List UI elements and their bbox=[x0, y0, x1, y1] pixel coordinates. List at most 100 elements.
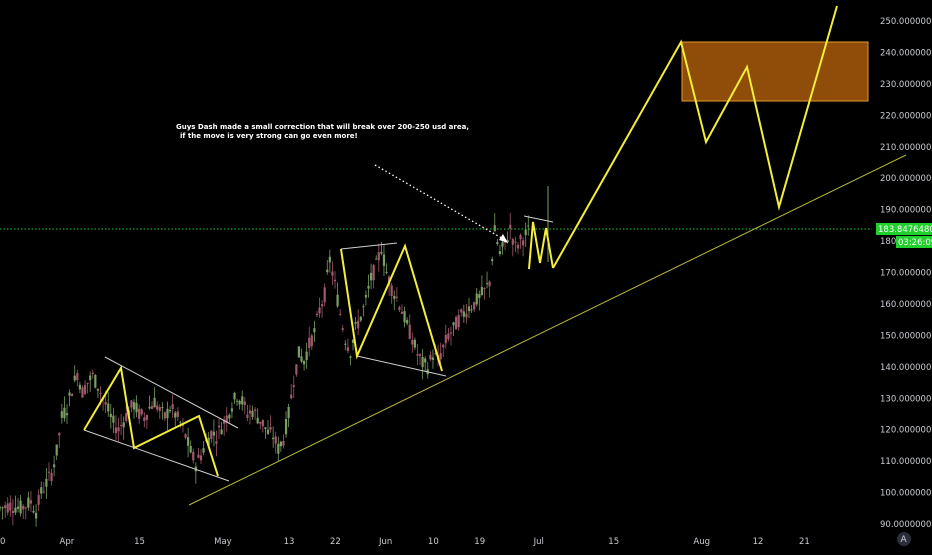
candle-body bbox=[91, 372, 94, 375]
candle-body bbox=[135, 402, 138, 413]
candle-body bbox=[418, 354, 422, 356]
candle-body bbox=[166, 408, 169, 419]
candle-body bbox=[462, 311, 465, 317]
candle-body bbox=[9, 502, 12, 511]
candle-body bbox=[390, 285, 393, 297]
candle-body bbox=[457, 315, 460, 328]
candle-body bbox=[19, 500, 22, 514]
candle-body bbox=[305, 351, 308, 361]
zigzag-pattern[interactable] bbox=[340, 243, 443, 372]
target-zone[interactable] bbox=[681, 41, 869, 102]
logo-badge-circle[interactable] bbox=[897, 532, 911, 546]
candle-body bbox=[460, 309, 463, 313]
candle-body bbox=[181, 424, 185, 426]
candle-body bbox=[34, 512, 38, 519]
price-tick-label: 220.00000000 bbox=[880, 111, 932, 121]
candle-body bbox=[266, 429, 270, 434]
date-tick-label: Apr bbox=[60, 537, 75, 547]
candle-body bbox=[168, 409, 172, 412]
candle-body bbox=[243, 401, 246, 405]
price-tick-label: 120.00000000 bbox=[880, 426, 932, 436]
candle-body bbox=[55, 444, 58, 456]
candle-body bbox=[83, 385, 87, 394]
candle-body bbox=[261, 419, 264, 427]
candle-body bbox=[156, 405, 159, 410]
candle-body bbox=[202, 448, 205, 453]
candle-body bbox=[491, 259, 494, 262]
candle-body bbox=[385, 271, 388, 273]
price-tick-label: 240.00000000 bbox=[880, 48, 932, 58]
channel-line[interactable] bbox=[83, 429, 230, 482]
candle-body bbox=[416, 354, 419, 356]
candle-body bbox=[117, 427, 120, 432]
candle-body bbox=[313, 328, 316, 333]
candle-body bbox=[284, 419, 288, 435]
candle-body bbox=[346, 347, 349, 352]
candle-body bbox=[132, 402, 136, 410]
candle-body bbox=[473, 302, 476, 310]
candle-body bbox=[321, 304, 324, 307]
candle-body bbox=[207, 437, 210, 446]
candle-body bbox=[235, 400, 239, 402]
candle-body bbox=[153, 397, 156, 408]
current-price-label: 183.84764800 bbox=[878, 225, 932, 235]
candle-body bbox=[145, 415, 148, 420]
candle-body bbox=[109, 413, 112, 418]
candle-body bbox=[107, 403, 110, 412]
zigzag-pattern[interactable] bbox=[83, 365, 219, 477]
candle-body bbox=[287, 406, 290, 419]
candle-body bbox=[292, 385, 295, 388]
price-tick-label: 150.00000000 bbox=[880, 331, 932, 341]
channel-line[interactable] bbox=[104, 356, 239, 429]
candle-body bbox=[27, 497, 30, 508]
candle-body bbox=[382, 254, 386, 266]
logo-badge[interactable]: A bbox=[897, 532, 911, 546]
arrow-head-icon bbox=[499, 234, 508, 243]
candle-body bbox=[498, 251, 502, 255]
candle-body bbox=[29, 500, 33, 504]
candle-body bbox=[138, 408, 141, 420]
candle-body bbox=[161, 406, 164, 408]
candle-body bbox=[45, 478, 48, 487]
candle-body bbox=[336, 294, 339, 307]
support-trendline[interactable] bbox=[188, 154, 907, 506]
candle-body bbox=[264, 427, 267, 430]
candle-body bbox=[351, 339, 355, 343]
candle-body bbox=[89, 375, 92, 381]
candle-body bbox=[406, 320, 409, 324]
candle-body bbox=[256, 417, 259, 424]
price-tick-label: 100.00000000 bbox=[880, 489, 932, 499]
candle-body bbox=[480, 286, 483, 295]
candle-body bbox=[81, 387, 84, 398]
channel-line[interactable] bbox=[340, 242, 398, 250]
current-price-tag-bg bbox=[876, 223, 932, 235]
price-tick-label: 140.00000000 bbox=[880, 363, 932, 373]
channel-line[interactable] bbox=[523, 215, 554, 223]
annotation-line-2: if the move is very strong can go even m… bbox=[180, 132, 358, 140]
zigzag-pattern[interactable] bbox=[552, 5, 838, 269]
candle-body bbox=[400, 311, 404, 314]
candle-body bbox=[364, 294, 368, 298]
candle-body bbox=[112, 415, 115, 423]
candle-body bbox=[315, 313, 319, 316]
candle-body bbox=[0, 507, 2, 509]
price-tick-label: 130.00000000 bbox=[880, 394, 932, 404]
candle-body bbox=[403, 311, 406, 323]
candle-body bbox=[297, 346, 301, 358]
candle-body bbox=[274, 436, 277, 444]
candle-body bbox=[398, 307, 401, 310]
candle-body bbox=[444, 334, 447, 344]
zigzag-pattern[interactable] bbox=[528, 221, 554, 270]
channel-line[interactable] bbox=[356, 355, 447, 377]
candle-body bbox=[179, 422, 182, 424]
price-tick-label: 90.00000000 bbox=[880, 520, 932, 530]
candle-body bbox=[150, 406, 154, 409]
candle-body bbox=[259, 421, 262, 424]
candle-body bbox=[269, 427, 272, 430]
candle-body bbox=[519, 235, 522, 240]
candle-body bbox=[501, 242, 504, 247]
date-axis[interactable]: 0 Apr 15 May 13 22 Jun 10 19 Jul 15 Aug 12 21 bbox=[0, 537, 810, 547]
candle-body bbox=[187, 437, 190, 446]
